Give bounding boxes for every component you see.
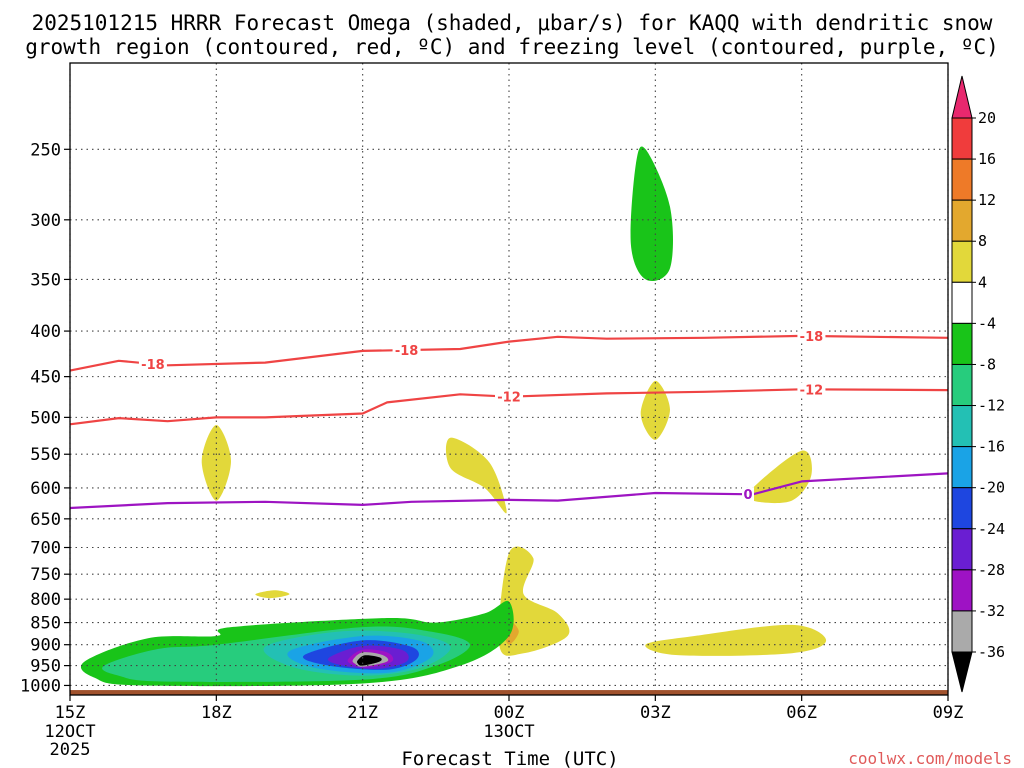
contour-label-dgz-minus12: -12 [800, 383, 824, 398]
omega-region-yellow-05z-mid [747, 450, 812, 504]
contour-label-freezing-level: 0 [743, 488, 752, 503]
x-tick-label: 15Z [55, 703, 86, 723]
colorbar-swatch [951, 569, 973, 612]
colorbar-label: 16 [978, 150, 996, 168]
contour-label-dgz-minus12: -12 [497, 391, 521, 406]
contour-label-bg [742, 487, 755, 502]
colorbar-swatch [951, 446, 973, 489]
colorbar-swatch [951, 363, 973, 407]
colorbar-label: -12 [978, 397, 1005, 415]
x-tick-date: 12OCT [44, 722, 95, 742]
contour-freezing-level [69, 472, 949, 510]
omega-region-yellow-05z-low [645, 624, 827, 656]
contour-label-bg [797, 329, 826, 344]
y-axis: 2503003504004505005506006507007508008509… [20, 140, 70, 696]
y-tick-label: 300 [30, 211, 61, 231]
ground-surface [70, 690, 948, 695]
colorbar-swatch [951, 610, 973, 653]
colorbar-label: 12 [978, 191, 996, 209]
x-tick-label: 18Z [201, 703, 232, 723]
colorbar-swatch [951, 281, 973, 324]
contour-label-dgz-minus18: -18 [395, 344, 419, 359]
y-tick-label: 1000 [20, 676, 61, 696]
y-tick-label: 550 [30, 445, 61, 465]
colorbar-swatch [951, 199, 973, 242]
contour-lines: -18 -18 -18 -12 -12 0 [69, 329, 949, 510]
y-tick-label: 350 [30, 270, 61, 290]
omega-region-yellow-18z-mid [201, 425, 231, 501]
colorbar-swatch [951, 487, 973, 530]
credit-text[interactable]: coolwx.com/models [848, 749, 1012, 768]
colorbar-label: -16 [978, 438, 1005, 456]
contour-label-bg [138, 356, 167, 371]
chart-title-line2: growth region (contoured, red, ºC) and f… [25, 35, 999, 59]
contour-dgz-minus12 [69, 388, 949, 426]
colorbar-label: -36 [978, 643, 1005, 661]
plot-area: -18 -18 -18 -12 -12 0 [69, 62, 949, 696]
x-tick-label: 21Z [347, 703, 378, 723]
x-tick-date: 13OCT [483, 722, 534, 742]
contour-label-bg [392, 343, 421, 358]
colorbar-label: -24 [978, 520, 1005, 538]
colorbar-swatch [951, 322, 973, 365]
colorbar-label: -20 [978, 479, 1005, 497]
colorbar: 20 16 12 8 4 -4 -8 -12 -16 -20 -24 -28 -32 -36 [951, 75, 1005, 693]
contour-label-dgz-minus18: -18 [800, 330, 824, 345]
x-tick-year: 2025 [50, 740, 91, 760]
colorbar-label: 20 [978, 109, 996, 127]
colorbar-swatch [951, 240, 973, 283]
contour-label-dgz-minus18: -18 [141, 358, 165, 373]
y-tick-label: 250 [30, 140, 61, 160]
colorbar-label: -4 [978, 314, 996, 332]
colorbar-swatch [951, 405, 973, 448]
colorbar-swatch [951, 158, 973, 201]
y-tick-label: 400 [30, 322, 61, 342]
y-tick-label: 500 [30, 408, 61, 428]
y-tick-label: 700 [30, 539, 61, 559]
x-tick-label: 09Z [933, 703, 964, 723]
y-tick-label: 850 [30, 614, 61, 634]
x-tick-label: 00Z [494, 703, 525, 723]
omega-region-yellow-19z-low [255, 590, 290, 599]
x-axis-label: Forecast Time (UTC) [401, 748, 618, 768]
contour-label-bg [797, 382, 826, 397]
y-tick-label: 650 [30, 510, 61, 530]
colorbar-swatch [951, 117, 973, 160]
x-tick-label: 06Z [786, 703, 817, 723]
y-tick-label: 600 [30, 479, 61, 499]
colorbar-swatch [951, 528, 973, 571]
contour-label-bg [495, 389, 523, 404]
colorbar-label: -28 [978, 561, 1005, 579]
chart-title-line1: 2025101215 HRRR Forecast Omega (shaded, … [32, 11, 993, 35]
colorbar-label: -32 [978, 602, 1005, 620]
colorbar-top-arrow [951, 75, 973, 119]
y-tick-label: 450 [30, 368, 61, 388]
omega-region-yellow-22z-mid [445, 437, 507, 514]
colorbar-bottom-arrow [951, 651, 973, 693]
y-tick-label: 900 [30, 636, 61, 656]
colorbar-label: 4 [978, 273, 987, 291]
y-tick-label: 950 [30, 657, 61, 677]
omega-region-green-02z-upper [630, 146, 673, 282]
x-tick-label: 03Z [640, 703, 671, 723]
colorbar-label: -8 [978, 355, 996, 373]
y-tick-label: 800 [30, 590, 61, 610]
y-tick-label: 750 [30, 565, 61, 585]
colorbar-label: 8 [978, 232, 987, 250]
